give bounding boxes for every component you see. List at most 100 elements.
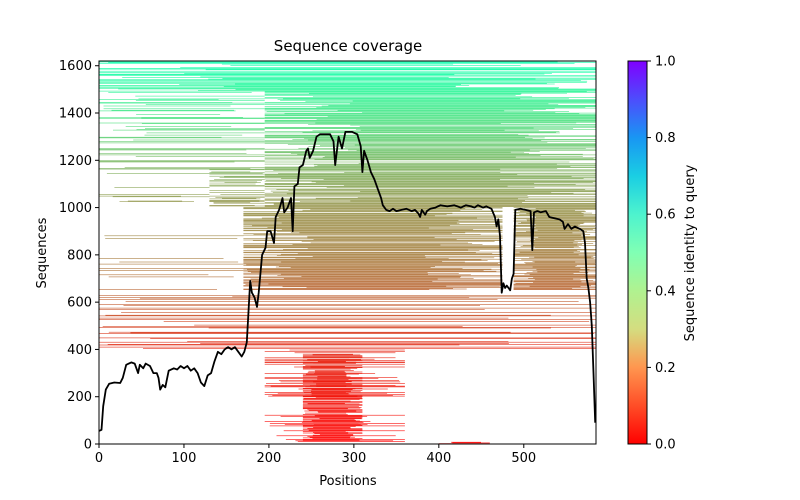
coverage-segment	[213, 202, 251, 203]
coverage-segment	[355, 129, 596, 130]
coverage-segment	[99, 304, 596, 305]
coverage-segment	[302, 440, 363, 442]
coverage-segment	[264, 206, 596, 207]
coverage-segment	[99, 141, 265, 142]
coverage-segment	[209, 195, 265, 197]
coverage-segment	[302, 375, 347, 377]
coverage-segment	[124, 167, 265, 168]
colorbar: 0.0 0.2 0.4 0.6 0.8 1.0 Sequence identity to …	[627, 55, 698, 453]
coverage-segment	[513, 225, 596, 227]
coverage-segment	[264, 97, 596, 98]
coverage-segment	[451, 441, 481, 443]
x-axis-label: Positions	[319, 474, 377, 489]
coverage-segment	[513, 221, 596, 222]
coverage-segment	[513, 209, 575, 211]
coverage-segment	[302, 426, 356, 427]
coverage-segment	[243, 261, 443, 262]
coverage-segment	[314, 433, 363, 434]
coverage-segment	[243, 270, 484, 271]
coverage-segment	[99, 263, 244, 265]
coverage-segment	[119, 261, 239, 263]
colorbar-tick-label: 0.8	[655, 131, 676, 146]
coverage-segment	[535, 216, 596, 217]
coverage-segment	[243, 251, 503, 253]
coverage-segment	[513, 234, 591, 235]
coverage-segment	[283, 249, 503, 250]
coverage-segment	[513, 230, 580, 232]
coverage-segment	[313, 427, 351, 428]
coverage-segment	[105, 238, 238, 239]
coverage-segment	[302, 421, 363, 422]
coverage-segment	[99, 154, 265, 156]
coverage-segment	[513, 229, 593, 230]
coverage-segment	[112, 196, 210, 198]
coverage-segment	[312, 434, 354, 436]
coverage-segment	[264, 152, 525, 154]
coverage-segment	[264, 154, 596, 156]
coverage-segment	[513, 219, 596, 221]
coverage-segment	[99, 99, 219, 100]
x-tick-label: 300	[341, 451, 366, 466]
coverage-segment	[264, 173, 596, 175]
coverage-segment	[290, 267, 431, 268]
coverage-segment	[246, 264, 503, 266]
coverage-segment	[138, 98, 265, 100]
coverage-segment	[135, 95, 265, 97]
coverage-segment	[513, 281, 582, 283]
coverage-segment	[315, 197, 596, 199]
coverage-segment	[264, 102, 596, 103]
coverage-segment	[243, 208, 466, 210]
coverage-segment	[314, 158, 596, 160]
coverage-segment	[302, 368, 351, 370]
coverage-segment	[513, 273, 574, 274]
coverage-segment	[99, 70, 596, 72]
coverage-segment	[283, 98, 521, 100]
coverage-segment	[243, 268, 492, 270]
coverage-heatmap	[99, 61, 596, 444]
coverage-segment	[515, 249, 596, 250]
coverage-segment	[264, 97, 569, 99]
coverage-segment	[302, 439, 360, 441]
coverage-segment	[528, 278, 596, 279]
coverage-segment	[267, 227, 503, 228]
coverage-segment	[99, 142, 265, 144]
coverage-segment	[243, 215, 435, 217]
coverage-segment	[311, 419, 356, 421]
coverage-segment	[264, 110, 505, 112]
y-tick-label: 1200	[59, 154, 92, 169]
coverage-segment	[322, 157, 596, 159]
coverage-segment	[323, 179, 500, 180]
coverage-segment	[243, 273, 459, 274]
coverage-segment	[535, 217, 596, 218]
coverage-segment	[243, 239, 499, 241]
plot-area	[98, 60, 597, 445]
coverage-segment	[264, 102, 596, 104]
coverage-segment	[146, 132, 265, 134]
coverage-segment	[150, 338, 596, 339]
coverage-segment	[221, 63, 454, 65]
coverage-segment	[513, 256, 594, 257]
y-tick-label: 400	[67, 343, 92, 358]
coverage-segment	[303, 402, 345, 404]
x-tick-label: 500	[511, 451, 536, 466]
coverage-segment	[99, 85, 470, 86]
coverage-segment	[113, 129, 265, 131]
coverage-segment	[264, 188, 596, 190]
coverage-segment	[111, 109, 234, 111]
coverage-segment	[302, 416, 363, 417]
coverage-segment	[243, 227, 429, 229]
coverage-segment	[264, 205, 596, 206]
coverage-segment	[534, 256, 592, 258]
coverage-segment	[243, 246, 503, 248]
coverage-segment	[309, 436, 355, 438]
coverage-segment	[516, 242, 574, 244]
coverage-segment	[103, 108, 265, 110]
coverage-segment	[243, 276, 503, 278]
coverage-segment	[99, 83, 547, 84]
coverage-segment	[99, 61, 558, 63]
coverage-segment	[311, 390, 351, 392]
coverage-segment	[313, 363, 363, 365]
coverage-segment	[302, 384, 363, 385]
coverage-segment	[266, 236, 435, 238]
